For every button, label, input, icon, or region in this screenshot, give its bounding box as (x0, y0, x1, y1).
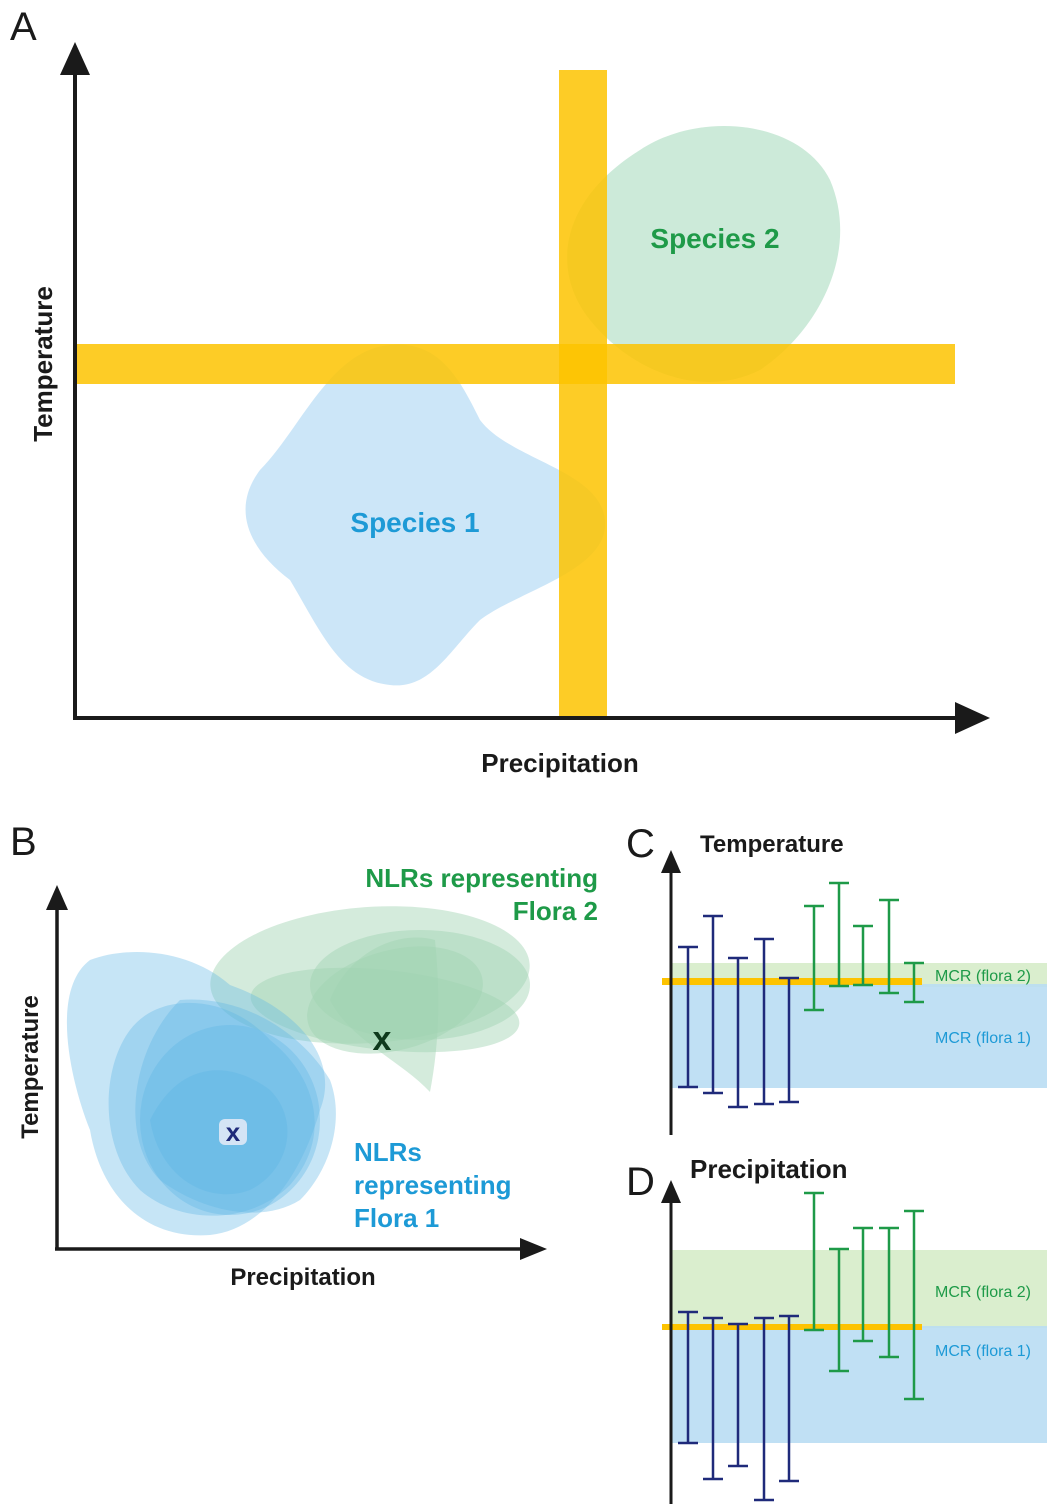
flora1-label-line1: NLRs (354, 1137, 422, 1167)
interval (779, 1314, 799, 1483)
interval (904, 961, 924, 1004)
panel-d-y-arrow-icon (661, 1180, 681, 1203)
interval (879, 1226, 899, 1359)
panel-b-x-label: Precipitation (230, 1264, 375, 1291)
interval (703, 914, 723, 1095)
interval (829, 881, 849, 988)
panel-d-mcr-flora1-label: MCR (flora 1) (935, 1343, 1031, 1360)
flora1-centroid-icon: x (219, 1117, 247, 1147)
flora1-label-line3: Flora 1 (354, 1203, 439, 1233)
flora2-niche-3 (250, 967, 520, 1053)
panel-c-flora2-intervals (804, 881, 924, 1012)
flora1-niche-2 (108, 1002, 315, 1216)
panel-d-flora1-intervals (678, 1310, 799, 1502)
panel-b: B x x NLRs representin (10, 820, 598, 1291)
interval (804, 904, 824, 1012)
panel-c-flora1-intervals (678, 914, 799, 1109)
flora2-niche-5 (307, 946, 483, 1054)
panel-d-flora2-intervals (804, 1191, 924, 1401)
panel-d-mcr-flora1-band (672, 1326, 1047, 1443)
panel-c-letter: C (626, 822, 655, 866)
flora2-label-line2: Flora 2 (513, 896, 598, 926)
species1-label: Species 1 (350, 507, 479, 538)
panel-b-x-arrow-icon (520, 1238, 547, 1260)
flora2-niche-1 (210, 906, 530, 1044)
panel-b-y-label: Temperature (17, 995, 44, 1139)
flora2-niche-cluster (210, 906, 530, 1092)
panel-a-letter: A (10, 5, 37, 49)
svg-text:x: x (226, 1117, 241, 1147)
interval (879, 898, 899, 995)
flora2-niche-2 (310, 930, 530, 1040)
interval (678, 1310, 698, 1445)
panel-a-x-label: Precipitation (481, 748, 638, 778)
panel-a: A Species 2 Species 1 Precipitation Temp… (10, 5, 990, 778)
precipitation-threshold-band (559, 70, 607, 718)
flora1-niche-1 (66, 952, 326, 1236)
panel-c-mcr-flora2-label: MCR (flora 2) (935, 968, 1031, 985)
panel-d-title: Precipitation (690, 1154, 847, 1184)
interval (703, 1316, 723, 1481)
species1-region (245, 344, 606, 686)
panel-d-mcr-flora2-band (672, 1250, 1047, 1328)
flora1-label-line2: representing (354, 1170, 512, 1200)
species2-label: Species 2 (650, 223, 779, 254)
interval (754, 1316, 774, 1502)
panel-d-threshold-line (662, 1324, 922, 1330)
temperature-threshold-band (77, 344, 955, 384)
flora1-niche-5 (150, 1070, 288, 1195)
panel-a-y-arrow-icon (60, 42, 90, 75)
flora2-niche-4 (330, 937, 439, 1092)
panel-d: D Precipitation MCR (flora 2) MCR (flora… (626, 1154, 1047, 1504)
interval (904, 1209, 924, 1401)
panel-a-y-label: Temperature (28, 286, 58, 442)
panel-c-y-arrow-icon (661, 850, 681, 873)
panel-c-mcr-flora1-band (672, 984, 1047, 1088)
panel-a-x-arrow-icon (955, 702, 990, 734)
panel-d-letter: D (626, 1160, 655, 1204)
panel-b-y-arrow-icon (46, 885, 68, 910)
species2-region (567, 126, 841, 382)
flora2-label-line1: NLRs representing (365, 863, 598, 893)
flora2-centroid-icon: x (373, 1020, 392, 1058)
interval (728, 956, 748, 1109)
svg-text:x: x (373, 1020, 392, 1058)
interval (853, 1226, 873, 1343)
panel-b-letter: B (10, 820, 37, 864)
flora1-niche-cluster (66, 952, 336, 1236)
interval (829, 1247, 849, 1373)
interval (754, 937, 774, 1106)
panel-c: C Temperature MCR (flora 2) MCR (flora 1… (626, 822, 1047, 1135)
panel-c-mcr-flora1-label: MCR (flora 1) (935, 1030, 1031, 1047)
panel-c-threshold-line (662, 978, 922, 985)
interval (853, 924, 873, 987)
flora1-niche-3 (135, 999, 336, 1213)
interval (779, 976, 799, 1104)
interval (678, 945, 698, 1089)
panel-c-title: Temperature (700, 831, 844, 858)
interval (804, 1191, 824, 1332)
interval (728, 1322, 748, 1468)
panel-d-mcr-flora2-label: MCR (flora 2) (935, 1284, 1031, 1301)
